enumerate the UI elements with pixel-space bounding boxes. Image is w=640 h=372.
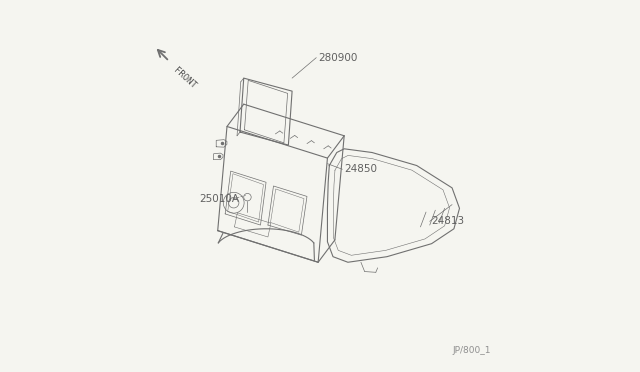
Text: 24813: 24813 bbox=[431, 217, 465, 226]
Text: 25010A: 25010A bbox=[199, 194, 239, 204]
Text: 24850: 24850 bbox=[344, 164, 377, 174]
Text: FRONT: FRONT bbox=[172, 66, 197, 91]
Text: JP/800_1: JP/800_1 bbox=[452, 346, 491, 355]
Text: 280900: 280900 bbox=[318, 53, 358, 62]
